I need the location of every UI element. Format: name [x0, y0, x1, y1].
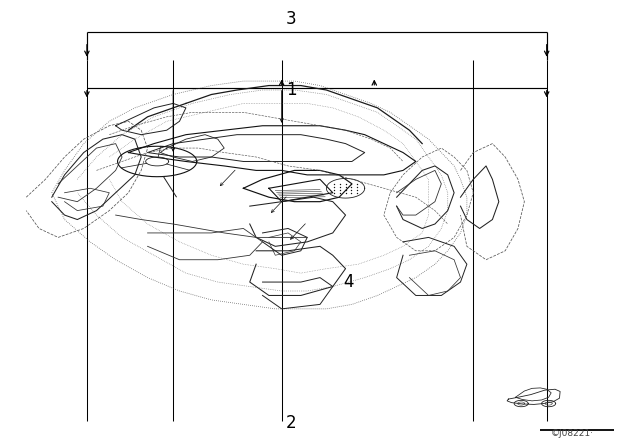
Text: 2: 2 — [286, 414, 296, 432]
Text: ©J08221·: ©J08221· — [551, 429, 594, 439]
Text: 1: 1 — [286, 81, 296, 99]
Text: 4: 4 — [344, 273, 354, 291]
Text: 3: 3 — [286, 10, 296, 29]
